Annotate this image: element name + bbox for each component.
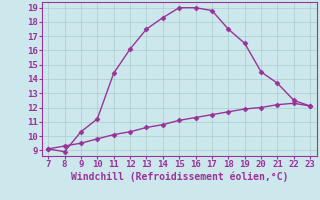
X-axis label: Windchill (Refroidissement éolien,°C): Windchill (Refroidissement éolien,°C) [70, 172, 288, 182]
